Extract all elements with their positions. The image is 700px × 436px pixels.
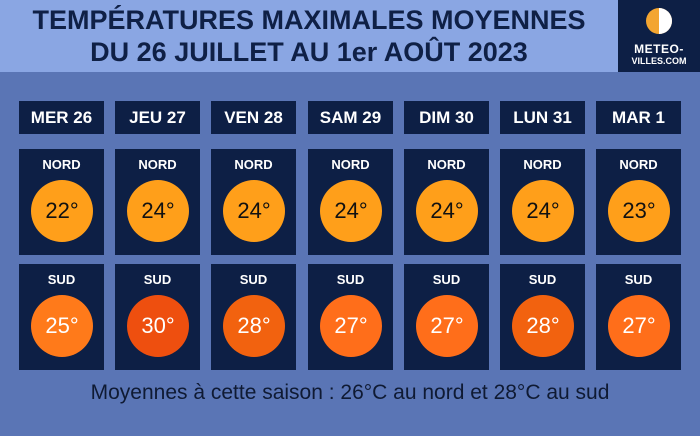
north-card: NORD 23° bbox=[596, 149, 681, 255]
south-temperature: 28° bbox=[223, 295, 285, 357]
north-card: NORD 24° bbox=[211, 149, 296, 255]
page-title: TEMPÉRATURES MAXIMALES MOYENNES DU 26 JU… bbox=[0, 4, 618, 68]
north-label: NORD bbox=[427, 157, 466, 172]
south-card: SUD 30° bbox=[115, 264, 200, 370]
south-label: SUD bbox=[624, 272, 653, 287]
south-label: SUD bbox=[239, 272, 268, 287]
north-label: NORD bbox=[523, 157, 562, 172]
day-label: LUN 31 bbox=[500, 101, 585, 134]
south-label: SUD bbox=[143, 272, 172, 287]
south-card: SUD 28° bbox=[211, 264, 296, 370]
north-temperature: 24° bbox=[512, 180, 574, 242]
south-label: SUD bbox=[528, 272, 557, 287]
north-temperature: 22° bbox=[31, 180, 93, 242]
south-temperature: 27° bbox=[416, 295, 478, 357]
north-card: NORD 22° bbox=[19, 149, 104, 255]
logo-text-2: VILLES.COM bbox=[631, 56, 687, 66]
north-label: NORD bbox=[234, 157, 273, 172]
north-card: NORD 24° bbox=[404, 149, 489, 255]
south-temperature: 27° bbox=[608, 295, 670, 357]
north-temperature: 24° bbox=[127, 180, 189, 242]
day-label: DIM 30 bbox=[404, 101, 489, 134]
north-temperature: 23° bbox=[608, 180, 670, 242]
north-card: NORD 24° bbox=[308, 149, 393, 255]
header: TEMPÉRATURES MAXIMALES MOYENNES DU 26 JU… bbox=[0, 0, 700, 72]
south-card: SUD 27° bbox=[404, 264, 489, 370]
day-label: VEN 28 bbox=[211, 101, 296, 134]
north-label: NORD bbox=[619, 157, 658, 172]
north-label: NORD bbox=[42, 157, 81, 172]
south-card: SUD 25° bbox=[19, 264, 104, 370]
north-temperature: 24° bbox=[320, 180, 382, 242]
south-card: SUD 28° bbox=[500, 264, 585, 370]
north-card: NORD 24° bbox=[500, 149, 585, 255]
title-line-2: DU 26 JUILLET AU 1er AOÛT 2023 bbox=[90, 37, 528, 67]
season-average-note: Moyennes à cette saison : 26°C au nord e… bbox=[90, 381, 610, 404]
south-card: SUD 27° bbox=[308, 264, 393, 370]
south-label: SUD bbox=[47, 272, 76, 287]
logo-text-1: METEO- bbox=[634, 42, 684, 56]
title-line-1: TEMPÉRATURES MAXIMALES MOYENNES bbox=[32, 5, 586, 35]
day-label: MER 26 bbox=[19, 101, 104, 134]
day-label: SAM 29 bbox=[308, 101, 393, 134]
north-temperature: 24° bbox=[223, 180, 285, 242]
half-sun-moon-icon bbox=[646, 8, 672, 34]
day-label: MAR 1 bbox=[596, 101, 681, 134]
logo[interactable]: METEO- VILLES.COM bbox=[618, 0, 700, 72]
south-temperature: 30° bbox=[127, 295, 189, 357]
south-temperature: 27° bbox=[320, 295, 382, 357]
north-temperature: 24° bbox=[416, 180, 478, 242]
north-card: NORD 24° bbox=[115, 149, 200, 255]
day-label: JEU 27 bbox=[115, 101, 200, 134]
south-label: SUD bbox=[432, 272, 461, 287]
north-label: NORD bbox=[331, 157, 370, 172]
south-label: SUD bbox=[336, 272, 365, 287]
south-temperature: 28° bbox=[512, 295, 574, 357]
north-label: NORD bbox=[138, 157, 177, 172]
south-temperature: 25° bbox=[31, 295, 93, 357]
south-card: SUD 27° bbox=[596, 264, 681, 370]
